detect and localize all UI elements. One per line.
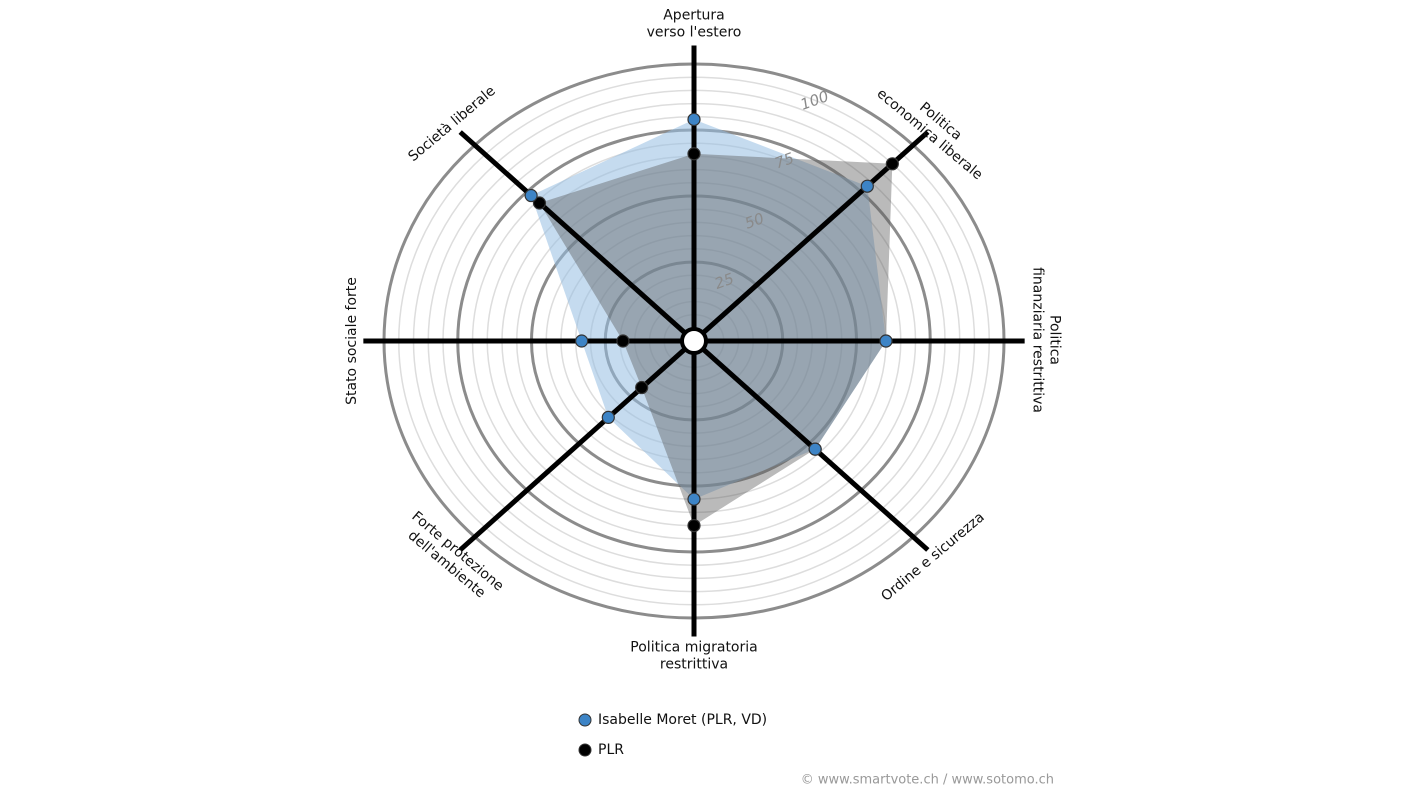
data-point: [532, 196, 547, 210]
data-point: [601, 410, 615, 424]
data-point: [808, 442, 822, 456]
data-point: [575, 334, 589, 348]
axis-label-line: finanziaria restrittiva: [1030, 267, 1046, 413]
data-point: [687, 147, 701, 161]
legend-marker: [578, 743, 592, 757]
data-point: [635, 380, 649, 395]
axis-label-line: Stato sociale forte: [344, 277, 360, 405]
credit: © www.smartvote.ch / www.sotomo.ch: [801, 773, 1054, 788]
data-point: [860, 179, 874, 193]
data-point: [687, 518, 701, 533]
data-point: [687, 492, 701, 506]
axis-label-line: restrittiva: [660, 657, 728, 673]
axis-label-line: Politica migratoria: [630, 640, 757, 656]
tick-label: 75: [772, 149, 796, 172]
axis-label-line: verso l'estero: [647, 25, 742, 41]
data-point: [616, 334, 630, 348]
center-hole: [680, 327, 708, 355]
tick-label: 50: [742, 209, 766, 232]
tick-label: 100: [798, 87, 831, 114]
axis-line: [458, 130, 696, 343]
data-point: [879, 334, 893, 348]
legend-label: Isabelle Moret (PLR, VD): [598, 712, 767, 728]
axis-label-line: Apertura: [663, 8, 725, 24]
tick-label: 25: [712, 269, 736, 292]
axis-label: Stato sociale forte: [344, 277, 360, 405]
legend-marker: [578, 713, 592, 727]
axis-label-line: Politica: [1047, 315, 1063, 365]
data-point: [687, 112, 701, 127]
data-point: [524, 188, 538, 203]
axis-line: [458, 339, 696, 552]
legend-label: PLR: [598, 742, 624, 758]
data-point: [885, 157, 899, 171]
